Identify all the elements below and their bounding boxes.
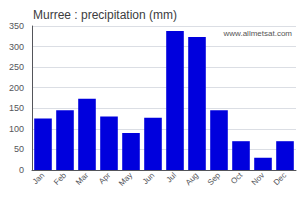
svg-text:Murree : precipitation (mm): Murree : precipitation (mm) [33, 8, 177, 22]
svg-text:200: 200 [9, 83, 24, 93]
svg-text:Mar: Mar [74, 171, 90, 187]
svg-text:100: 100 [9, 124, 24, 134]
svg-text:May: May [117, 171, 134, 188]
svg-text:www.allmetsat.com: www.allmetsat.com [223, 29, 293, 38]
svg-text:50: 50 [14, 144, 24, 154]
svg-text:Jun: Jun [141, 171, 156, 186]
svg-text:300: 300 [9, 42, 24, 52]
svg-text:Jan: Jan [31, 171, 46, 186]
svg-text:Nov: Nov [250, 171, 266, 187]
svg-text:0: 0 [19, 165, 24, 175]
svg-text:Jul: Jul [165, 171, 179, 185]
svg-text:Dec: Dec [272, 171, 288, 187]
svg-text:350: 350 [9, 21, 24, 31]
svg-text:Feb: Feb [52, 170, 68, 186]
svg-text:Sep: Sep [206, 170, 223, 187]
svg-text:Aug: Aug [184, 171, 200, 187]
svg-text:Apr: Apr [97, 171, 112, 186]
svg-text:150: 150 [9, 103, 24, 113]
svg-text:250: 250 [9, 62, 24, 72]
svg-text:Oct: Oct [229, 170, 245, 186]
